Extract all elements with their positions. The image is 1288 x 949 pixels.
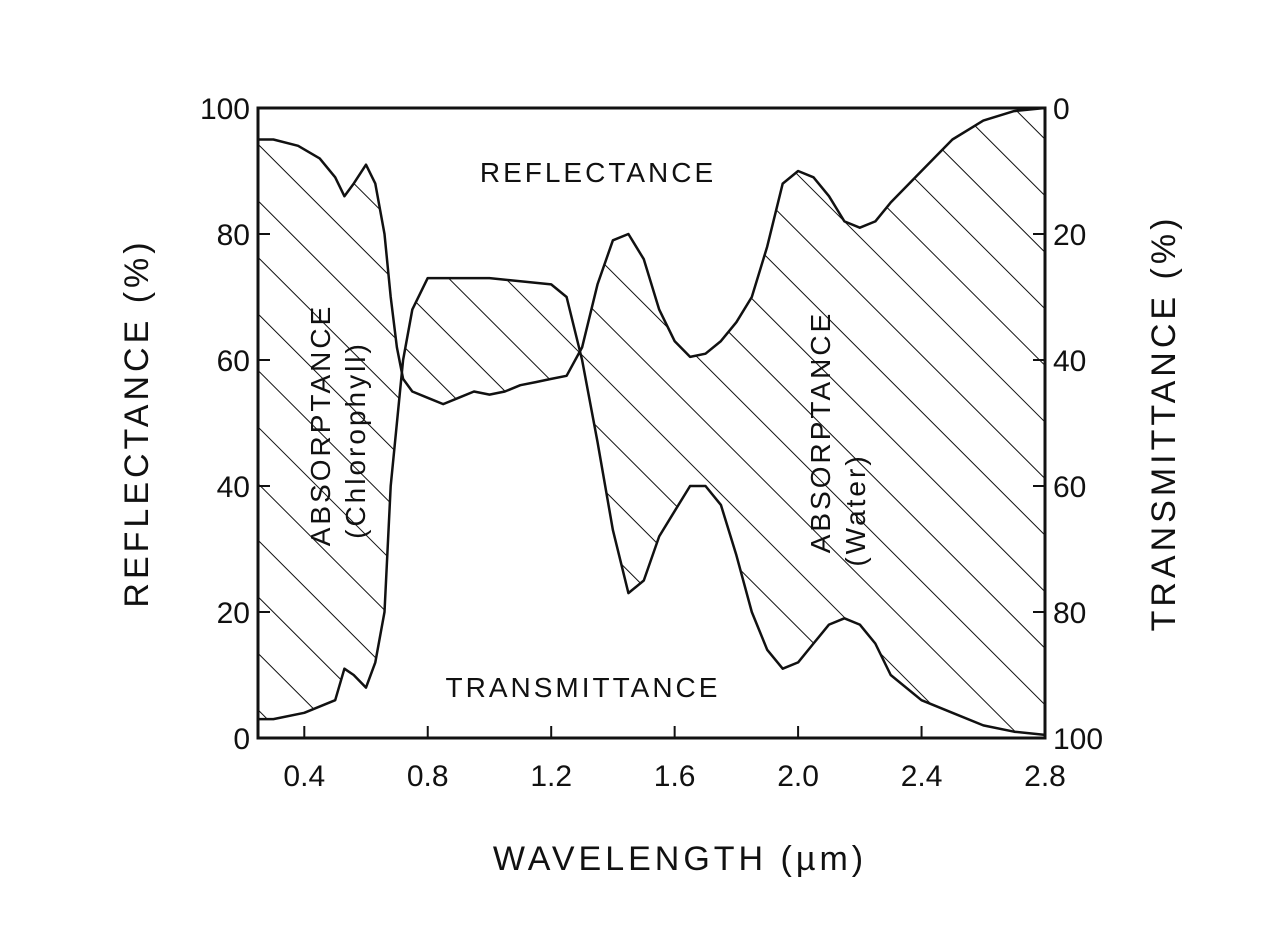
y2-tick-label: 100 [1053, 723, 1103, 756]
x-tick-label: 2.8 [1024, 760, 1066, 793]
left-y-axis-title: REFLECTANCE (%) [118, 238, 156, 607]
y-tick-label: 80 [217, 219, 250, 252]
absorptance-chlorophyll-sublabel: (Chlorophyll) [340, 341, 371, 539]
x-tick-label: 2.4 [901, 760, 943, 793]
y2-tick-label: 80 [1053, 597, 1086, 630]
absorptance-water-label: ABSORPTANCE [805, 311, 836, 554]
left-y-axis-ticks: 0 20 40 60 80 100 [200, 93, 270, 756]
plot-frame [256, 106, 1047, 740]
right-y-axis-title: TRANSMITTANCE (%) [1145, 215, 1183, 632]
x-tick-label: 0.8 [407, 760, 449, 793]
x-tick-label: 1.2 [530, 760, 572, 793]
y-tick-label: 0 [233, 723, 250, 756]
y-tick-label: 40 [217, 471, 250, 504]
y2-tick-label: 20 [1053, 219, 1086, 252]
y-tick-label: 60 [217, 345, 250, 378]
x-axis-ticks: 0.4 0.8 1.2 1.6 2.0 2.4 2.8 [283, 726, 1066, 793]
y2-tick-label: 0 [1053, 93, 1070, 126]
reflectance-label: REFLECTANCE [480, 157, 716, 188]
x-tick-label: 1.6 [654, 760, 696, 793]
transmittance-curve [258, 276, 1045, 737]
y2-tick-label: 60 [1053, 471, 1086, 504]
y-tick-label: 100 [200, 93, 250, 126]
reflectance-curve [258, 108, 1045, 406]
x-axis-title: WAVELENGTH (µm) [493, 840, 867, 878]
y-tick-label: 20 [217, 597, 250, 630]
absorptance-hatched-area [258, 108, 1045, 735]
x-tick-label: 2.0 [777, 760, 819, 793]
absorptance-chlorophyll-label: ABSORPTANCE [305, 304, 336, 547]
y2-tick-label: 40 [1053, 345, 1086, 378]
transmittance-label: TRANSMITTANCE [446, 672, 721, 703]
x-tick-label: 0.4 [283, 760, 325, 793]
absorptance-water-sublabel: (Water) [840, 453, 871, 566]
right-y-axis-ticks: 100 80 60 40 20 0 [1033, 93, 1103, 756]
